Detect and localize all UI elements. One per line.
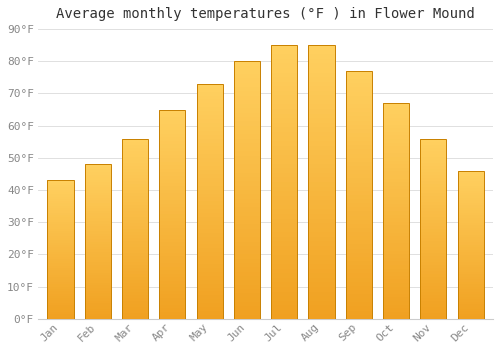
Bar bbox=[271, 45, 297, 319]
Bar bbox=[308, 45, 334, 319]
Bar bbox=[196, 84, 222, 319]
Bar bbox=[383, 103, 409, 319]
Bar bbox=[420, 139, 446, 319]
Bar bbox=[234, 61, 260, 319]
Title: Average monthly temperatures (°F ) in Flower Mound: Average monthly temperatures (°F ) in Fl… bbox=[56, 7, 475, 21]
Bar bbox=[122, 139, 148, 319]
Bar bbox=[84, 164, 111, 319]
Bar bbox=[160, 110, 186, 319]
Bar bbox=[458, 171, 483, 319]
Bar bbox=[346, 71, 372, 319]
Bar bbox=[48, 180, 74, 319]
